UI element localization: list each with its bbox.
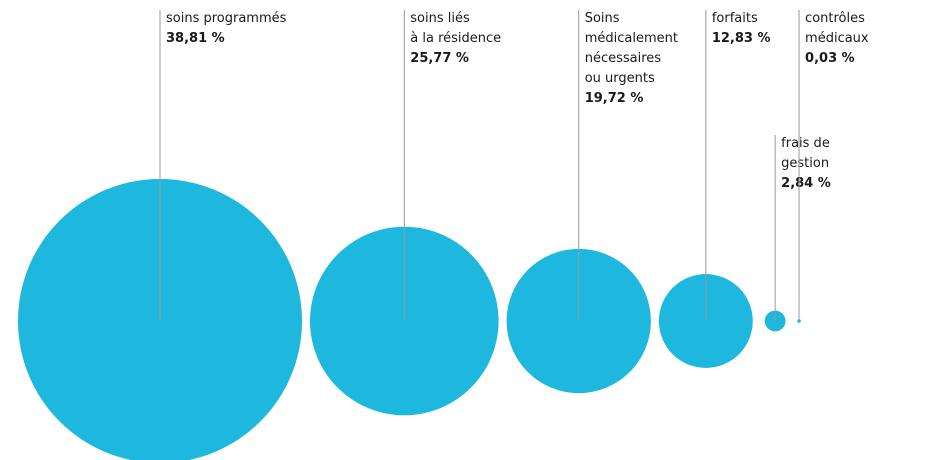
label-line: soins liés — [410, 11, 470, 26]
bubble-label: contrôles médicaux 0,03 % — [805, 11, 869, 66]
bubble-label: Soins médicalement nécessaires ou urgents 19… — [585, 11, 678, 106]
value-label: 2,84 % — [781, 176, 831, 191]
value-label: 12,83 % — [712, 31, 771, 46]
label-line: médicaux — [805, 31, 869, 46]
category-label: forfaits — [712, 11, 758, 26]
label-line: gestion — [781, 156, 829, 171]
value-label: 19,72 % — [585, 91, 644, 106]
label-line: forfaits — [712, 11, 758, 26]
label-line: médicalement — [585, 31, 678, 46]
bubble-label: forfaits 12,83 % — [712, 11, 771, 46]
label-line: ou urgents — [585, 71, 655, 86]
bubble-label: soins liés à la résidence 25,77 % — [410, 11, 501, 66]
bubble-label: frais de gestion 2,84 % — [781, 136, 831, 191]
value-label: 0,03 % — [805, 51, 855, 66]
label-line: contrôles — [805, 11, 865, 26]
label-line: frais de — [781, 136, 830, 151]
category-label: contrôles médicaux — [805, 11, 869, 46]
label-line: à la résidence — [410, 31, 501, 46]
value-label: 38,81 % — [166, 31, 225, 46]
label-line: soins programmés — [166, 11, 287, 26]
category-label: Soins médicalement nécessaires ou urgents — [585, 11, 678, 86]
bubble-label: soins programmés 38,81 % — [166, 11, 287, 46]
label-line: nécessaires — [585, 51, 662, 66]
category-label: soins liés à la résidence — [410, 11, 501, 46]
category-label: soins programmés — [166, 11, 287, 26]
category-label: frais de gestion — [781, 136, 830, 171]
value-label: 25,77 % — [410, 51, 469, 66]
label-line: Soins — [585, 11, 620, 26]
